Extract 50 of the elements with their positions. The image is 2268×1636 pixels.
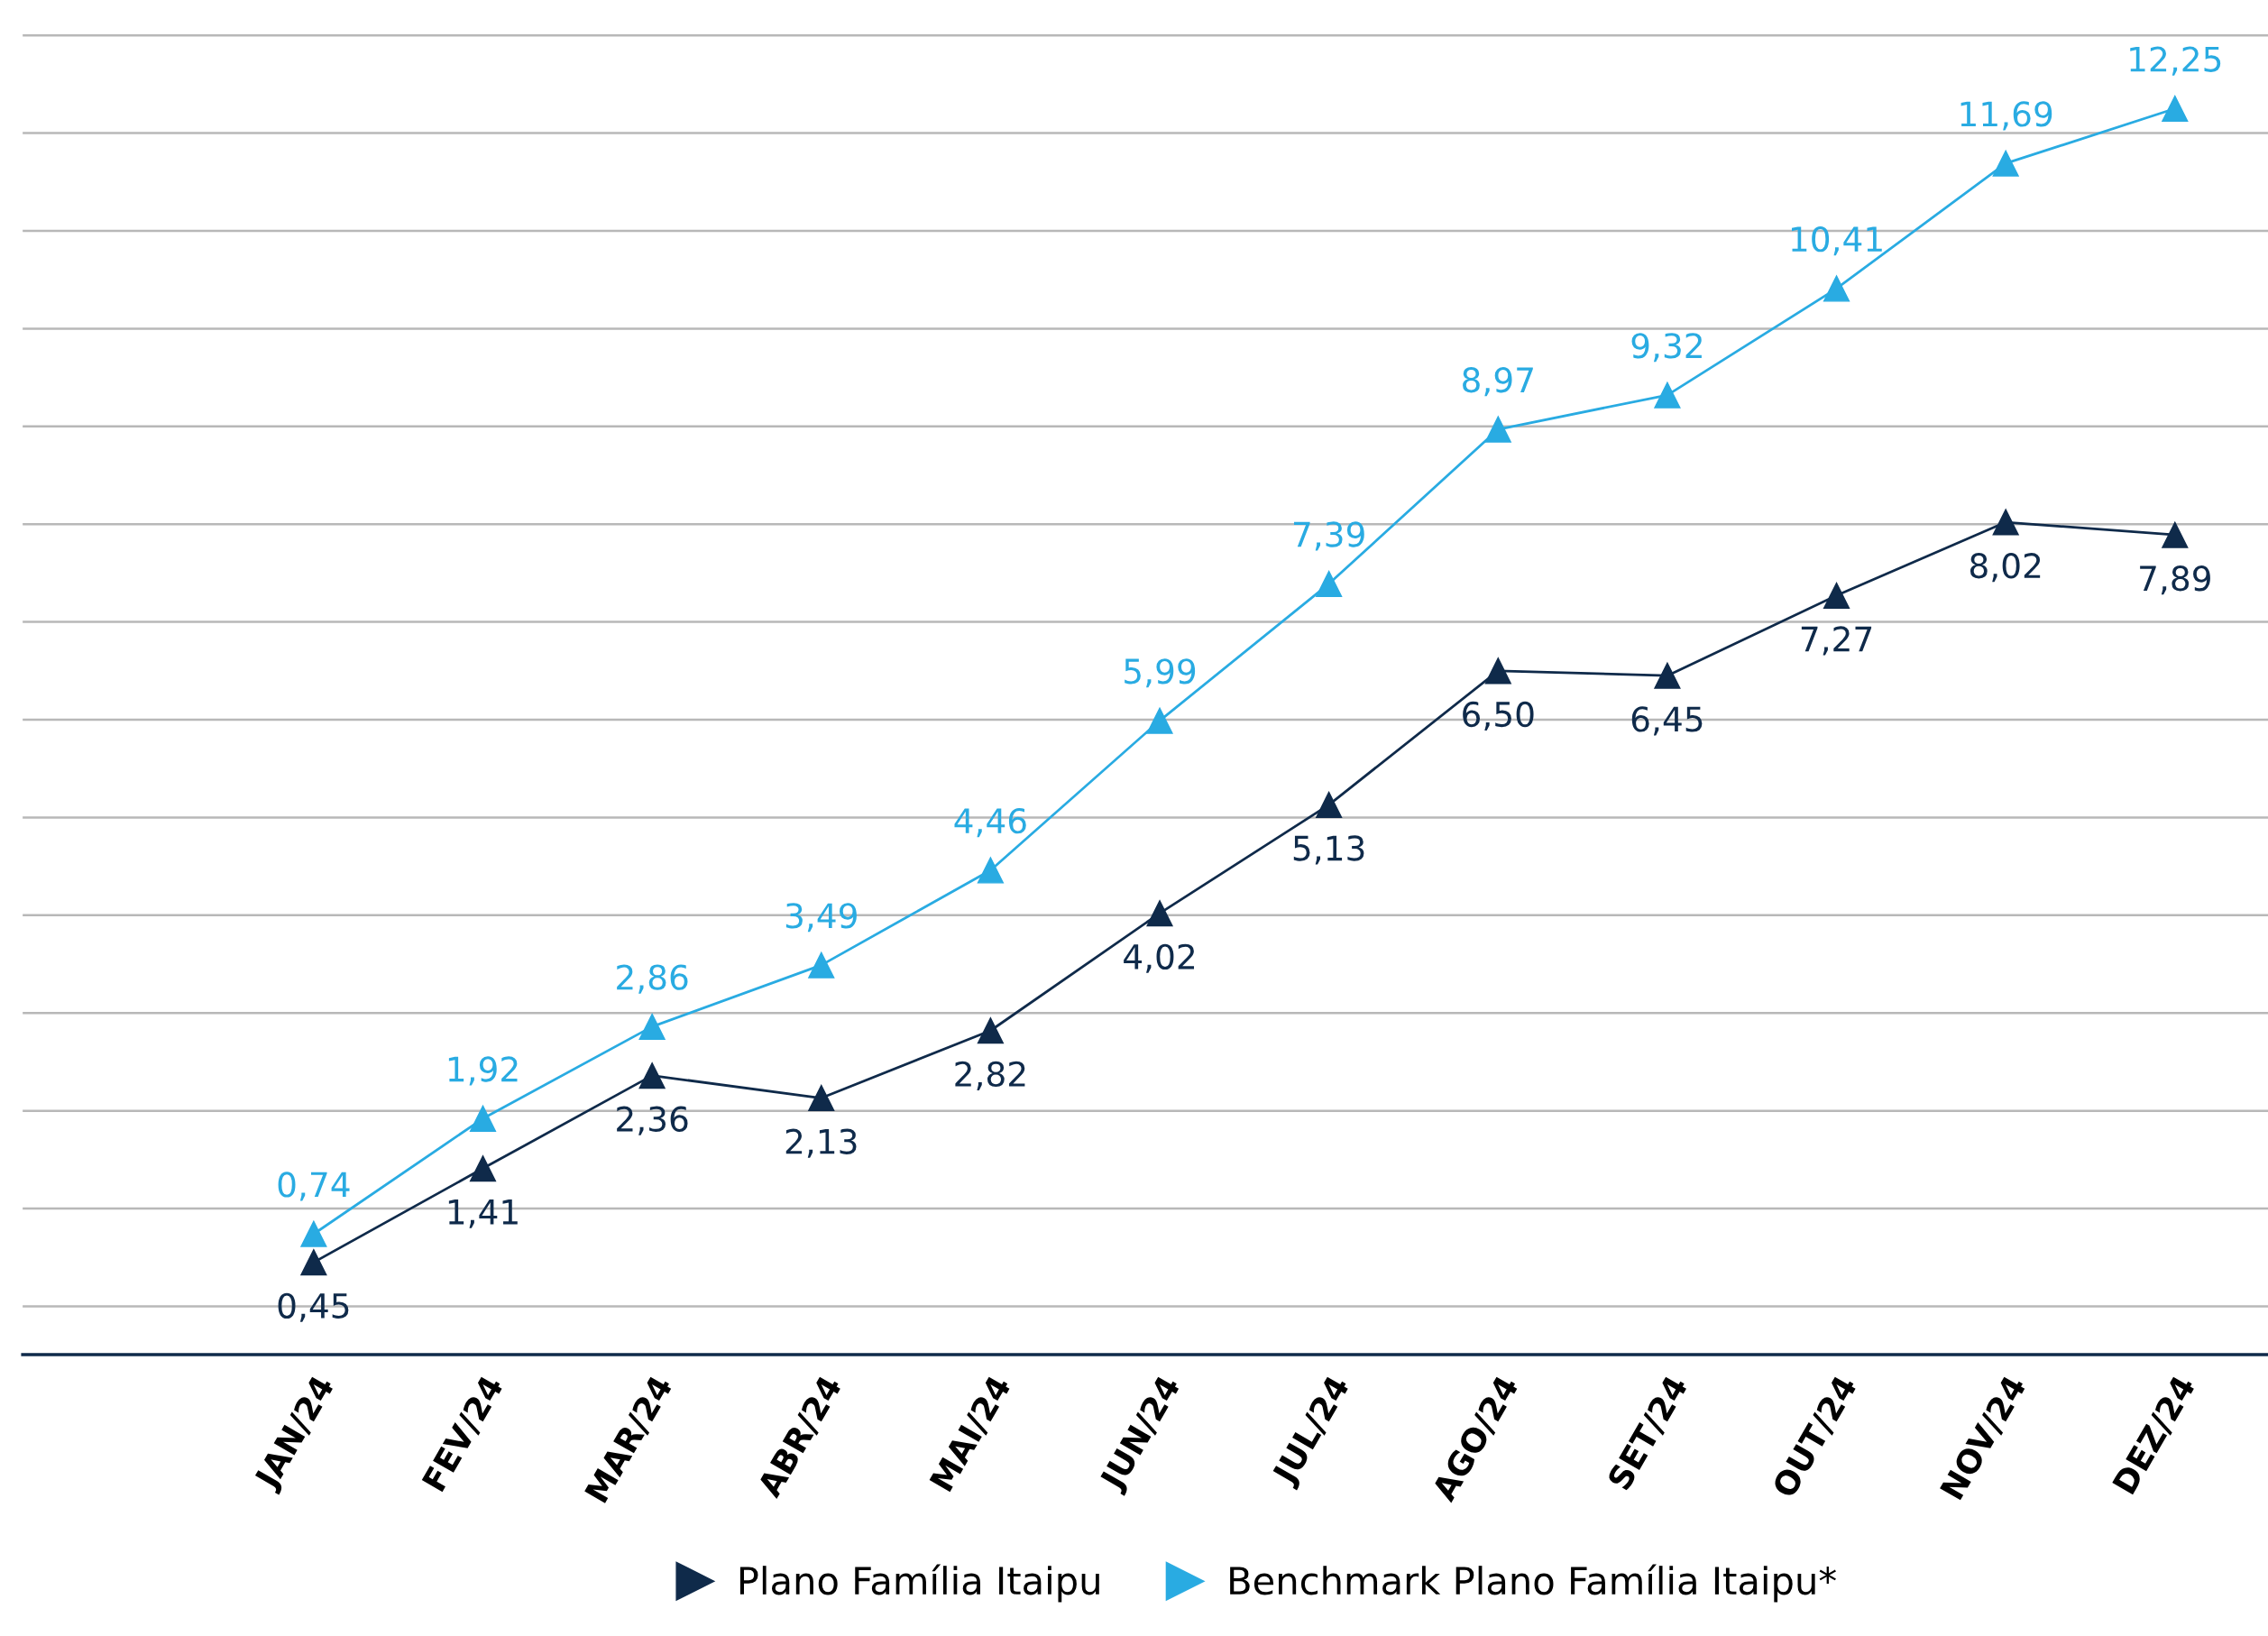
data-label: 2,82 [955, 1061, 1025, 1090]
point [977, 857, 1004, 884]
data-label: 3,49 [785, 903, 857, 933]
point [638, 1062, 666, 1089]
point [469, 1155, 497, 1182]
point [2162, 95, 2189, 123]
data-label: 6,50 [1463, 701, 1534, 731]
data-label: 7,27 [1801, 626, 1872, 656]
data-label: 2,13 [785, 1128, 857, 1158]
data-label: 2,86 [617, 964, 688, 994]
point [1146, 707, 1173, 734]
point [1316, 791, 1343, 818]
data-label: 6,45 [1631, 706, 1703, 736]
data-label: 5,99 [1125, 658, 1196, 688]
point [1654, 381, 1681, 409]
point [1484, 657, 1511, 685]
data-label: 10,41 [1791, 225, 1882, 256]
legend-label: Benchmark Plano Família Itaipu* [1230, 1564, 1836, 1603]
data-label: 11,69 [1960, 101, 2052, 131]
data-label: 7,89 [2140, 565, 2210, 595]
data-label: 4,02 [1124, 943, 1195, 973]
data-label: 8,02 [1970, 553, 2041, 583]
point [1654, 662, 1681, 689]
point [1146, 900, 1173, 927]
point [1992, 150, 2019, 177]
point [638, 1013, 666, 1040]
data-label: 8,97 [1463, 367, 1533, 397]
point [1823, 582, 1850, 609]
point [977, 1017, 1004, 1044]
data-label: 5,13 [1293, 835, 1364, 865]
point [469, 1105, 497, 1132]
data-label: 2,36 [617, 1106, 688, 1135]
data-label: 4,46 [954, 807, 1026, 838]
point [808, 1084, 835, 1112]
point [1484, 416, 1511, 443]
point [300, 1220, 327, 1247]
data-label: 12,25 [2130, 46, 2221, 76]
legend-label: Plano Família Itaipu [739, 1564, 1099, 1603]
point [1823, 275, 1850, 302]
data-label: 1,92 [448, 1056, 518, 1086]
data-label: 9,32 [1631, 333, 1702, 363]
data-label: 0,74 [278, 1172, 350, 1201]
data-label: 7,39 [1293, 521, 1364, 551]
point [1316, 570, 1343, 597]
point [1992, 509, 2019, 536]
point [2162, 521, 2189, 548]
data-label: 1,41 [448, 1199, 518, 1228]
point [300, 1249, 327, 1276]
data-label: 0,45 [278, 1292, 349, 1322]
point [808, 951, 835, 979]
